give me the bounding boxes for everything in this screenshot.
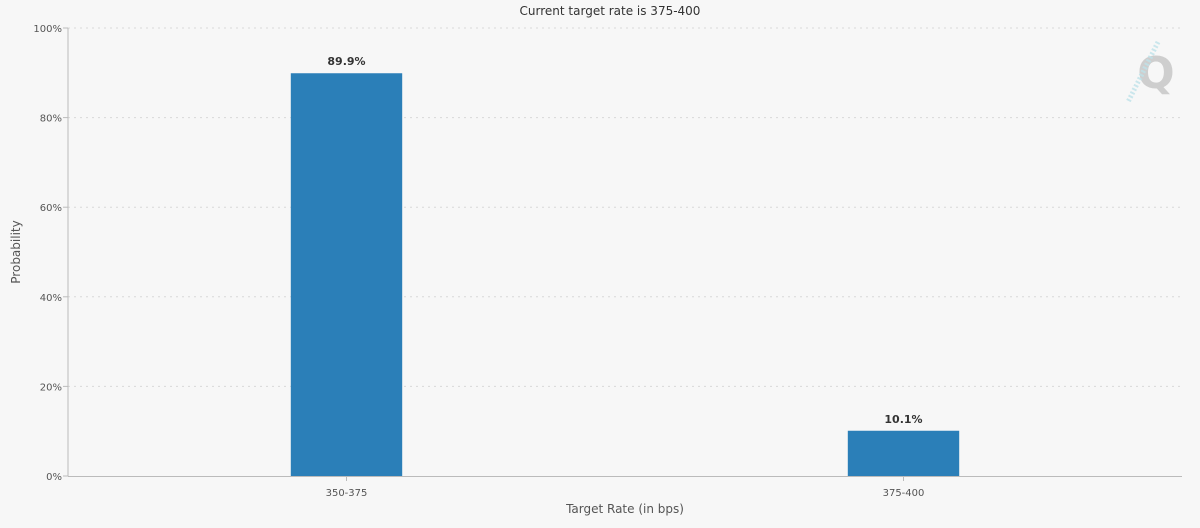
y-tick-label: 20% <box>40 382 62 393</box>
data-label: 10.1% <box>884 413 922 426</box>
data-label: 89.9% <box>327 55 365 68</box>
x-tick-label: 375-400 <box>883 488 925 499</box>
y-tick-label: 40% <box>40 293 62 304</box>
x-axis-ticks: 350-375 375-400 <box>326 476 925 499</box>
watermark-logo: Q <box>1125 40 1175 104</box>
watermark-letter: Q <box>1137 48 1174 99</box>
y-axis-label: Probability <box>9 220 23 283</box>
chart-title: Current target rate is 375-400 <box>520 4 701 18</box>
gridlines <box>68 27 1182 387</box>
bar-350-375[interactable] <box>290 73 403 477</box>
bar-375-400[interactable] <box>847 430 960 476</box>
y-tick-label: 60% <box>40 203 62 214</box>
y-tick-label: 100% <box>33 24 62 35</box>
x-tick-label: 350-375 <box>326 488 368 499</box>
y-tick-label: 0% <box>46 472 62 483</box>
y-axis-ticks: 0% 20% 40% 60% 80% 100% <box>33 24 68 483</box>
x-axis-label: Target Rate (in bps) <box>565 502 684 516</box>
y-tick-label: 80% <box>40 114 62 125</box>
bars: 89.9% 10.1% <box>290 55 960 477</box>
